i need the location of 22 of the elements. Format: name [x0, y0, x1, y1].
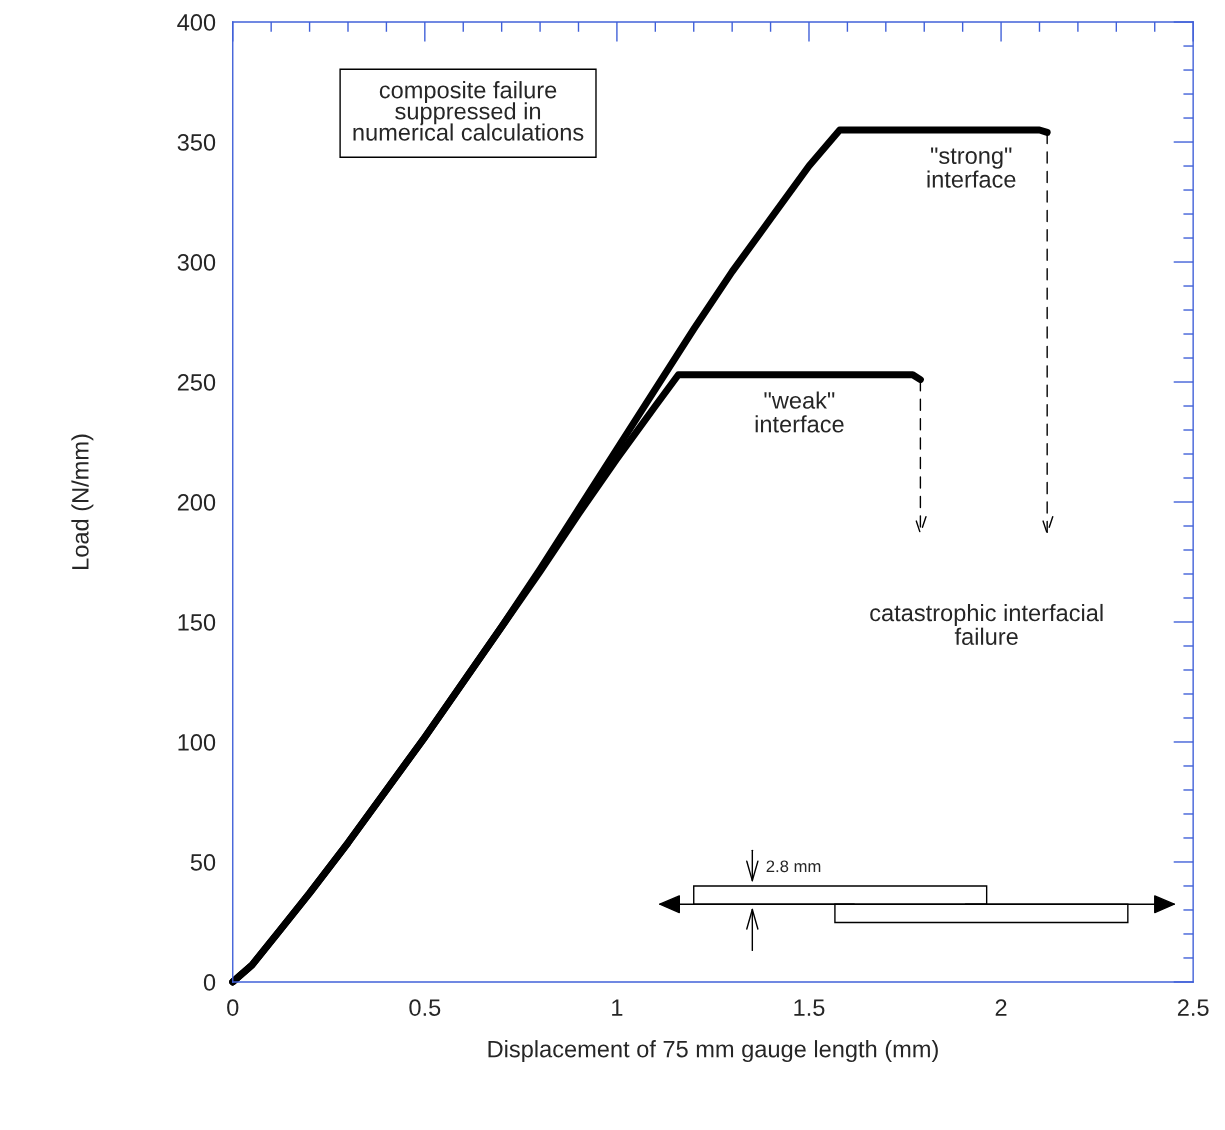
annotation: composite failure suppressed in numerical calculations — [353, 81, 584, 141]
annotation: catastrophic interfacial failure — [870, 603, 1103, 645]
x-tick-label: 2.5 — [1177, 999, 1209, 1016]
y-tick-label: 50 — [190, 854, 216, 871]
x-tick-label: 2 — [995, 999, 1007, 1016]
y-tick-label: 0 — [203, 974, 216, 991]
annotation: 2.8 mm — [766, 860, 821, 873]
y-tick-label: 250 — [177, 374, 216, 391]
y-tick-label: 200 — [177, 494, 216, 511]
x-axis-title: Displacement of 75 mm gauge length (mm) — [488, 1040, 938, 1063]
x-tick-label: 0.5 — [409, 999, 441, 1016]
y-tick-label: 300 — [177, 254, 216, 271]
x-tick-label: 0 — [227, 999, 239, 1016]
y-tick-label: 150 — [178, 614, 216, 631]
y-axis-title: Load (N/mm) — [71, 434, 94, 569]
series-label: "weak" interface — [755, 391, 844, 433]
x-tick-label: 1 — [612, 999, 623, 1016]
y-tick-label: 350 — [177, 134, 216, 151]
y-tick-label: 100 — [178, 734, 216, 751]
series-label: "strong" interface — [927, 147, 1016, 188]
y-tick-label: 400 — [177, 14, 216, 31]
x-tick-label: 1.5 — [794, 999, 825, 1016]
